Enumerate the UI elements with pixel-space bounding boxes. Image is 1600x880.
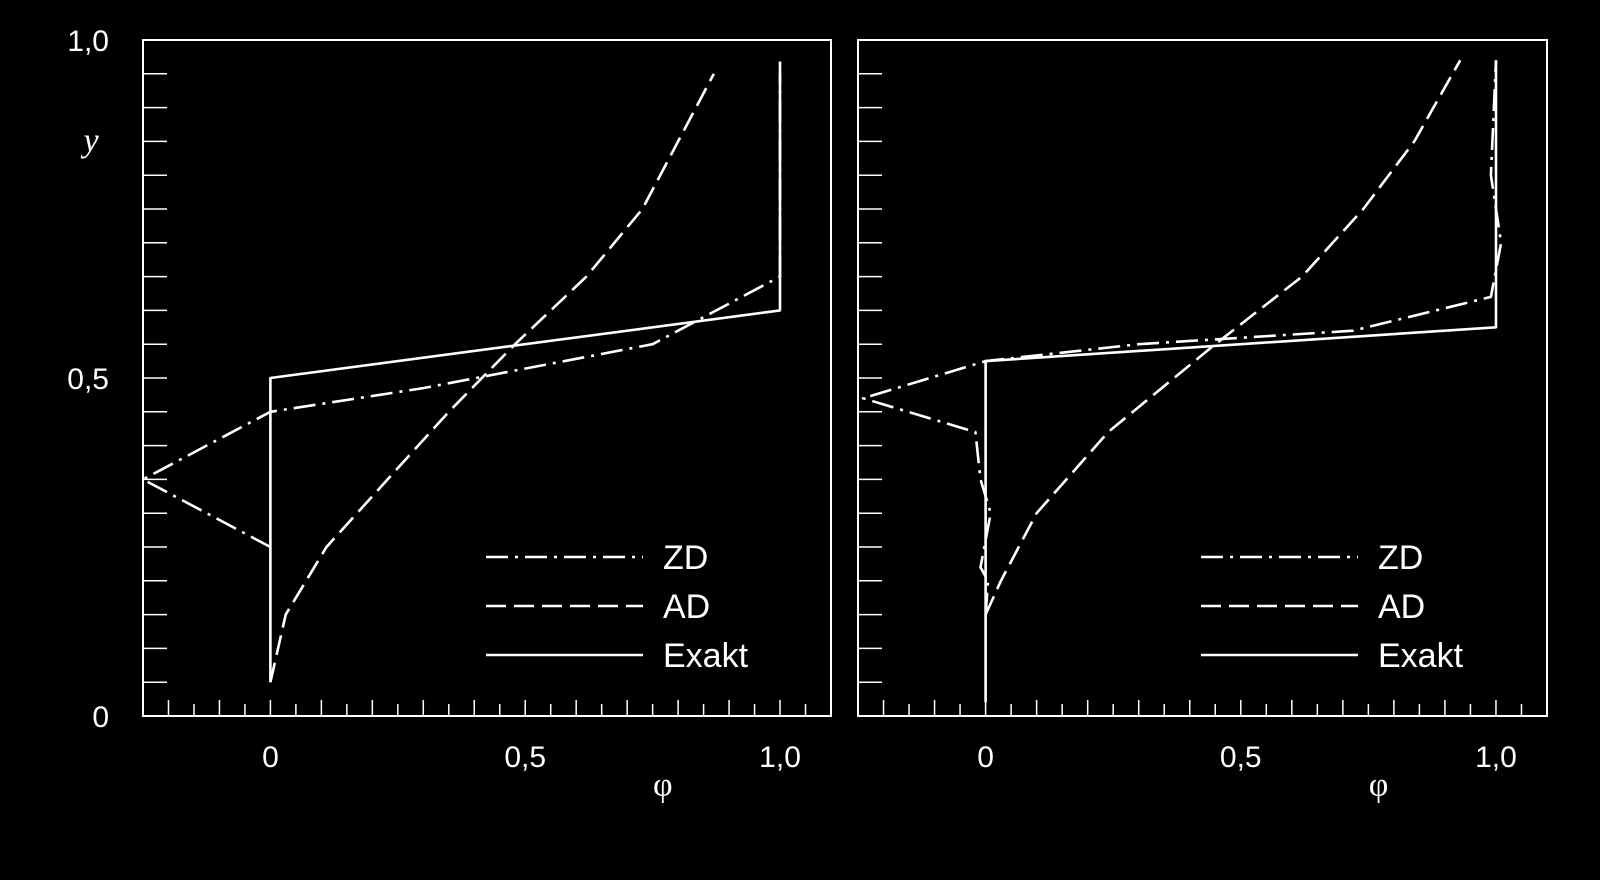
series-ad-line xyxy=(984,59,1462,616)
legend-exakt-label: Exakt xyxy=(663,637,749,675)
x-axis-label: φ xyxy=(653,767,673,804)
legend-exakt-label: Exakt xyxy=(1378,637,1464,675)
x-tick-label: 0,5 xyxy=(504,741,546,774)
x-tick-label: 0,5 xyxy=(1220,741,1262,774)
legend-ad-label: AD xyxy=(1378,588,1425,626)
x-tick-label: 1,0 xyxy=(1475,741,1517,774)
series-zd-line xyxy=(141,60,782,549)
y-tick-label: 0,5 xyxy=(67,363,109,396)
series-zd-line xyxy=(861,60,1503,615)
panel-1: 0 0,5 1,0 0 0,5 1,0 φ y ZD AD Exakt xyxy=(67,25,832,804)
y-tick-label: 1,0 xyxy=(67,25,109,58)
y-axis-label: y xyxy=(80,122,99,159)
plot-frame xyxy=(142,39,832,717)
plot-frame xyxy=(857,39,1548,717)
x-tick-label: 0 xyxy=(262,741,279,774)
legend-zd-label: ZD xyxy=(1378,539,1423,577)
legend-zd-label: ZD xyxy=(663,539,708,577)
x-axis-label: φ xyxy=(1369,767,1389,804)
panel-2: 0 0,5 1,0 φ ZD AD Exakt xyxy=(857,39,1548,804)
y-tick-label: 0 xyxy=(92,701,109,734)
x-tick-label: 0 xyxy=(977,741,994,774)
series-exakt-line xyxy=(984,60,1498,703)
series-ad-line xyxy=(269,73,715,683)
legend-ad-label: AD xyxy=(663,588,710,626)
x-tick-label: 1,0 xyxy=(759,741,801,774)
series-exakt-line xyxy=(269,73,782,683)
